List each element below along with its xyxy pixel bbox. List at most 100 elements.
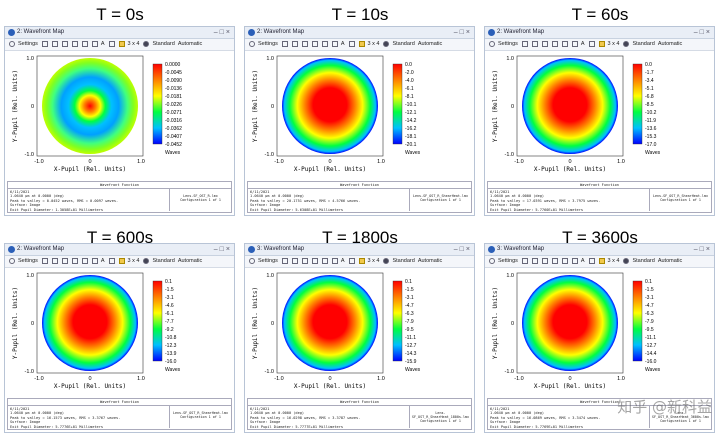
zoom-icon[interactable] [118,40,125,47]
pencil-icon[interactable] [71,257,78,264]
minimize-icon[interactable]: – [693,246,700,253]
settings-button[interactable]: Settings [258,258,278,264]
copy-icon[interactable] [291,40,298,47]
rectangle-tool-icon[interactable] [81,40,88,47]
help-icon[interactable] [383,257,390,264]
standard-dropdown[interactable]: Standard [152,41,175,47]
line-tool-icon[interactable] [571,40,578,47]
close-icon[interactable]: × [225,29,232,36]
rectangle-tool-icon[interactable] [561,257,568,264]
settings-gear-icon[interactable] [249,257,255,264]
maximize-icon[interactable]: □ [219,246,226,253]
close-icon[interactable]: × [465,29,472,36]
copy-icon[interactable] [51,40,58,47]
help-icon[interactable] [383,40,390,47]
line-tool-icon[interactable] [571,257,578,264]
window-titlebar[interactable]: 2: Wavefront Map –□× [485,27,714,39]
maximize-icon[interactable]: □ [699,246,706,253]
print-icon[interactable] [541,257,548,264]
zoom-icon[interactable] [358,257,365,264]
standard-dropdown[interactable]: Standard [632,258,655,264]
copy-icon[interactable] [531,257,538,264]
standard-dropdown[interactable]: Standard [392,41,415,47]
maximize-icon[interactable]: □ [219,29,226,36]
zoom-icon[interactable] [358,40,365,47]
text-tool-button[interactable]: A [340,41,345,47]
window-titlebar[interactable]: 3: Wavefront Map –□× [485,244,714,256]
close-icon[interactable]: × [705,29,712,36]
close-icon[interactable]: × [465,246,472,253]
settings-button[interactable]: Settings [498,258,518,264]
refresh-icon[interactable] [281,40,288,47]
settings-button[interactable]: Settings [18,41,38,47]
zoom-icon[interactable] [598,257,605,264]
settings-gear-icon[interactable] [489,40,495,47]
lock-icon[interactable] [348,40,355,47]
settings-gear-icon[interactable] [9,40,15,47]
refresh-icon[interactable] [521,257,528,264]
automatic-dropdown[interactable]: Automatic [657,41,683,47]
help-icon[interactable] [143,40,150,47]
window-titlebar[interactable]: 2: Wavefront Map –□× [5,244,234,256]
pencil-icon[interactable] [551,40,558,47]
lock-icon[interactable] [588,40,595,47]
maximize-icon[interactable]: □ [459,29,466,36]
refresh-icon[interactable] [521,40,528,47]
layout-button[interactable]: 3 x 4 [367,258,380,264]
close-icon[interactable]: × [225,246,232,253]
window-titlebar[interactable]: 3: Wavefront Map –□× [245,244,474,256]
text-tool-button[interactable]: A [580,41,585,47]
lock-icon[interactable] [588,257,595,264]
pencil-icon[interactable] [71,40,78,47]
rectangle-tool-icon[interactable] [81,257,88,264]
automatic-dropdown[interactable]: Automatic [177,258,203,264]
settings-button[interactable]: Settings [498,41,518,47]
layout-button[interactable]: 3 x 4 [607,258,620,264]
zoom-icon[interactable] [598,40,605,47]
maximize-icon[interactable]: □ [699,29,706,36]
help-icon[interactable] [623,40,630,47]
lock-icon[interactable] [348,257,355,264]
copy-icon[interactable] [291,257,298,264]
settings-button[interactable]: Settings [18,258,38,264]
pencil-icon[interactable] [311,257,318,264]
line-tool-icon[interactable] [331,40,338,47]
minimize-icon[interactable]: – [213,246,220,253]
text-tool-button[interactable]: A [580,258,585,264]
automatic-dropdown[interactable]: Automatic [657,258,683,264]
print-icon[interactable] [61,40,68,47]
help-icon[interactable] [623,257,630,264]
layout-button[interactable]: 3 x 4 [127,41,140,47]
settings-gear-icon[interactable] [9,257,15,264]
refresh-icon[interactable] [41,40,48,47]
close-icon[interactable]: × [705,246,712,253]
settings-button[interactable]: Settings [258,41,278,47]
automatic-dropdown[interactable]: Automatic [417,258,443,264]
window-titlebar[interactable]: 2: Wavefront Map –□× [245,27,474,39]
settings-gear-icon[interactable] [489,257,495,264]
standard-dropdown[interactable]: Standard [152,258,175,264]
print-icon[interactable] [541,40,548,47]
rectangle-tool-icon[interactable] [561,40,568,47]
standard-dropdown[interactable]: Standard [632,41,655,47]
print-icon[interactable] [301,40,308,47]
settings-gear-icon[interactable] [249,40,255,47]
layout-button[interactable]: 3 x 4 [127,258,140,264]
zoom-icon[interactable] [118,257,125,264]
layout-button[interactable]: 3 x 4 [607,41,620,47]
text-tool-button[interactable]: A [100,258,105,264]
line-tool-icon[interactable] [91,40,98,47]
automatic-dropdown[interactable]: Automatic [417,41,443,47]
pencil-icon[interactable] [551,257,558,264]
minimize-icon[interactable]: – [453,246,460,253]
print-icon[interactable] [61,257,68,264]
automatic-dropdown[interactable]: Automatic [177,41,203,47]
window-titlebar[interactable]: 2: Wavefront Map –□× [5,27,234,39]
lock-icon[interactable] [108,40,115,47]
maximize-icon[interactable]: □ [459,246,466,253]
print-icon[interactable] [301,257,308,264]
refresh-icon[interactable] [281,257,288,264]
text-tool-button[interactable]: A [340,258,345,264]
copy-icon[interactable] [51,257,58,264]
pencil-icon[interactable] [311,40,318,47]
